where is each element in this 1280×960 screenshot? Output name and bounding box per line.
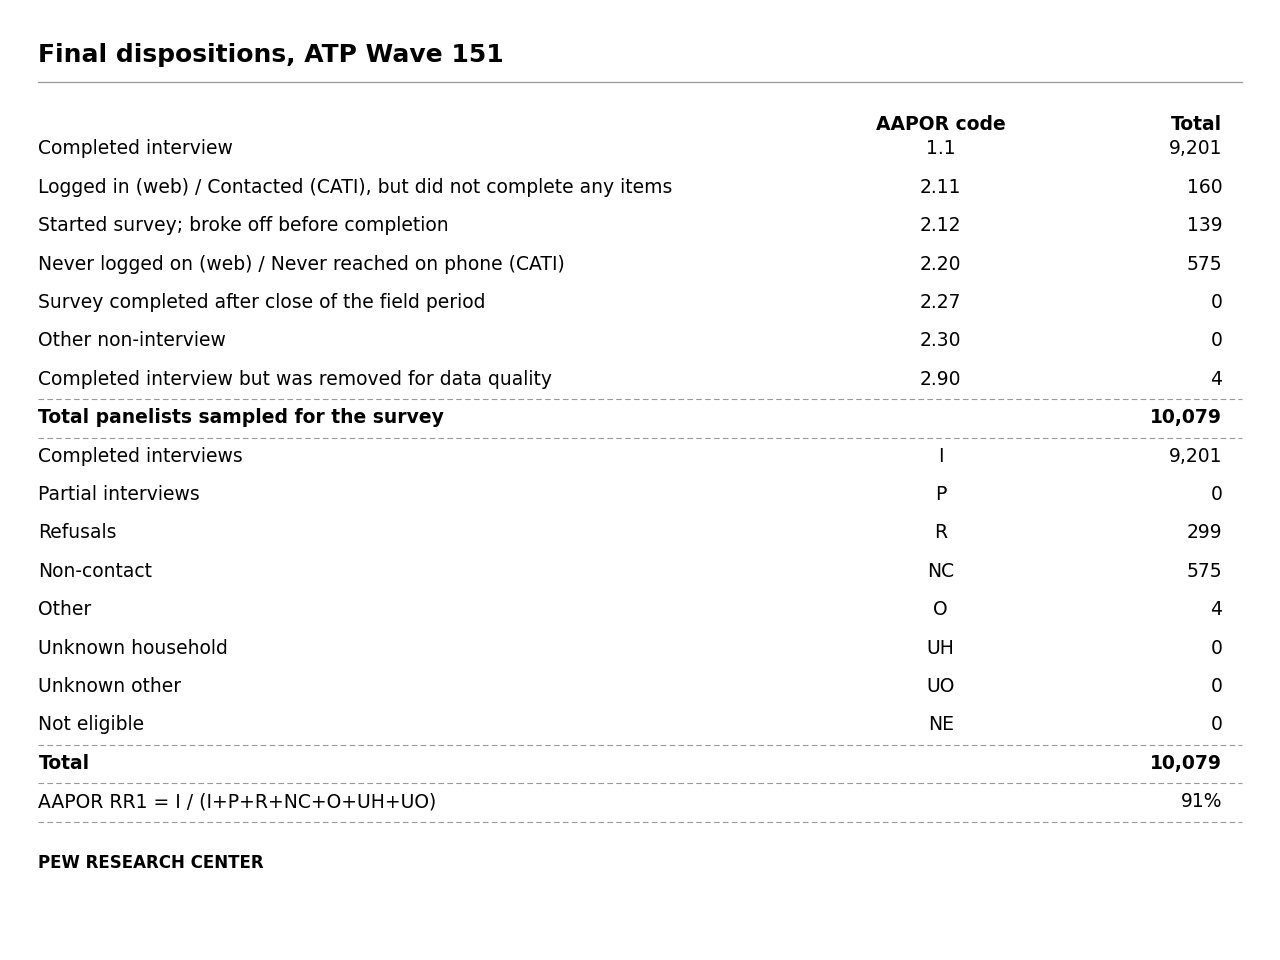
Text: 139: 139: [1187, 216, 1222, 235]
Text: 575: 575: [1187, 254, 1222, 274]
Text: O: O: [933, 600, 948, 619]
Text: R: R: [934, 523, 947, 542]
Text: AAPOR code: AAPOR code: [876, 115, 1006, 134]
Text: 0: 0: [1211, 331, 1222, 350]
Text: 575: 575: [1187, 562, 1222, 581]
Text: 0: 0: [1211, 677, 1222, 696]
Text: NE: NE: [928, 715, 954, 734]
Text: Completed interviews: Completed interviews: [38, 446, 243, 466]
Text: Refusals: Refusals: [38, 523, 116, 542]
Text: 0: 0: [1211, 638, 1222, 658]
Text: Partial interviews: Partial interviews: [38, 485, 200, 504]
Text: 10,079: 10,079: [1151, 408, 1222, 427]
Text: Not eligible: Not eligible: [38, 715, 145, 734]
Text: I: I: [938, 446, 943, 466]
Text: Started survey; broke off before completion: Started survey; broke off before complet…: [38, 216, 449, 235]
Text: Total: Total: [38, 754, 90, 773]
Text: Survey completed after close of the field period: Survey completed after close of the fiel…: [38, 293, 486, 312]
Text: P: P: [936, 485, 946, 504]
Text: Total panelists sampled for the survey: Total panelists sampled for the survey: [38, 408, 444, 427]
Text: 2.12: 2.12: [920, 216, 961, 235]
Text: 2.20: 2.20: [920, 254, 961, 274]
Text: Logged in (web) / Contacted (CATI), but did not complete any items: Logged in (web) / Contacted (CATI), but …: [38, 178, 673, 197]
Text: NC: NC: [927, 562, 955, 581]
Text: Non-contact: Non-contact: [38, 562, 152, 581]
Text: 9,201: 9,201: [1169, 139, 1222, 158]
Text: Other non-interview: Other non-interview: [38, 331, 227, 350]
Text: 9,201: 9,201: [1169, 446, 1222, 466]
Text: 0: 0: [1211, 485, 1222, 504]
Text: 2.90: 2.90: [920, 370, 961, 389]
Text: Unknown other: Unknown other: [38, 677, 182, 696]
Text: Never logged on (web) / Never reached on phone (CATI): Never logged on (web) / Never reached on…: [38, 254, 566, 274]
Text: 2.27: 2.27: [920, 293, 961, 312]
Text: UO: UO: [927, 677, 955, 696]
Text: Other: Other: [38, 600, 92, 619]
Text: 2.11: 2.11: [920, 178, 961, 197]
Text: 4: 4: [1211, 600, 1222, 619]
Text: 160: 160: [1187, 178, 1222, 197]
Text: 4: 4: [1211, 370, 1222, 389]
Text: 2.30: 2.30: [920, 331, 961, 350]
Text: 1.1: 1.1: [925, 139, 956, 158]
Text: Completed interview: Completed interview: [38, 139, 233, 158]
Text: 0: 0: [1211, 293, 1222, 312]
Text: 91%: 91%: [1181, 792, 1222, 811]
Text: Final dispositions, ATP Wave 151: Final dispositions, ATP Wave 151: [38, 43, 504, 67]
Text: Total: Total: [1171, 115, 1222, 134]
Text: PEW RESEARCH CENTER: PEW RESEARCH CENTER: [38, 854, 264, 873]
Text: 0: 0: [1211, 715, 1222, 734]
Text: 299: 299: [1187, 523, 1222, 542]
Text: Completed interview but was removed for data quality: Completed interview but was removed for …: [38, 370, 553, 389]
Text: UH: UH: [927, 638, 955, 658]
Text: Unknown household: Unknown household: [38, 638, 228, 658]
Text: AAPOR RR1 = I / (I+P+R+NC+O+UH+UO): AAPOR RR1 = I / (I+P+R+NC+O+UH+UO): [38, 792, 436, 811]
Text: 10,079: 10,079: [1151, 754, 1222, 773]
